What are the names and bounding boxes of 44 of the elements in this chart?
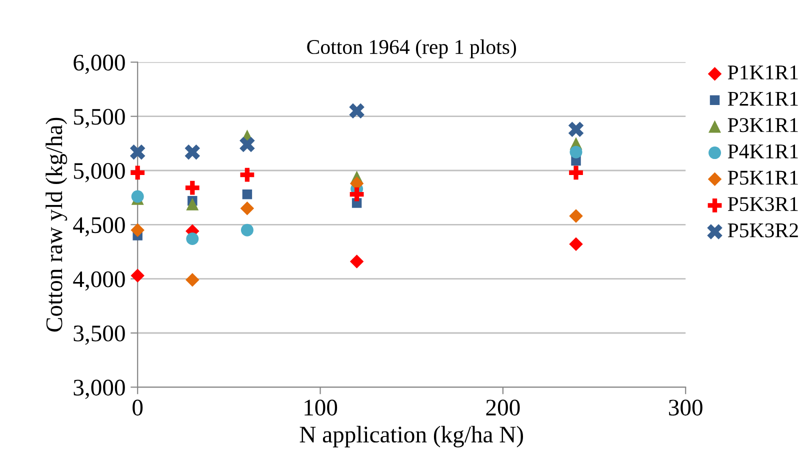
- y-tick-label: 4,000: [73, 271, 125, 291]
- y-tick-label: 3,500: [74, 325, 125, 345]
- point: [570, 146, 582, 158]
- chart-title: Cotton 1964 (rep 1 plots): [307, 39, 516, 58]
- point: [569, 209, 583, 223]
- legend-label: P2K1R1: [728, 92, 798, 106]
- y-axis-title: Cotton raw yld (kg/ha): [46, 118, 68, 332]
- x-tick-label: 0: [132, 400, 143, 416]
- legend-label: P3K1R1: [728, 118, 798, 132]
- point: [185, 180, 200, 195]
- legend-label: P5K3R1: [728, 197, 798, 212]
- legend-label: P5K3R2: [728, 223, 798, 238]
- legend-label: P1K1R1: [728, 66, 798, 80]
- x-tick-label: 200: [486, 400, 520, 416]
- y-tick-label: 3,000: [74, 380, 125, 399]
- y-tick-label: 4,500: [73, 217, 125, 236]
- x-tick-label: 300: [669, 400, 702, 416]
- point: [186, 273, 200, 287]
- point: [186, 232, 199, 245]
- legend-label: P5K1R1: [728, 170, 798, 185]
- y-tick-label: 5,000: [74, 162, 125, 182]
- point: [350, 254, 364, 268]
- point: [242, 189, 252, 200]
- point: [240, 136, 255, 152]
- point: [350, 187, 364, 202]
- point: [130, 223, 144, 237]
- point: [186, 198, 199, 210]
- point: [349, 103, 364, 119]
- point: [569, 166, 583, 180]
- y-tick-label: 6,000: [74, 54, 125, 74]
- x-tick-label: 100: [304, 400, 338, 416]
- x-axis-title: N application (kg/ha N): [300, 426, 524, 448]
- y-tick-label: 5,500: [74, 108, 125, 128]
- point: [130, 268, 144, 282]
- point: [184, 144, 200, 160]
- point: [240, 202, 254, 216]
- legend-label: P4K1R1: [728, 144, 798, 158]
- point: [130, 166, 145, 180]
- point: [130, 144, 146, 160]
- point: [350, 176, 364, 190]
- point: [568, 122, 584, 137]
- point: [240, 224, 254, 236]
- point: [240, 168, 254, 182]
- point: [569, 237, 583, 252]
